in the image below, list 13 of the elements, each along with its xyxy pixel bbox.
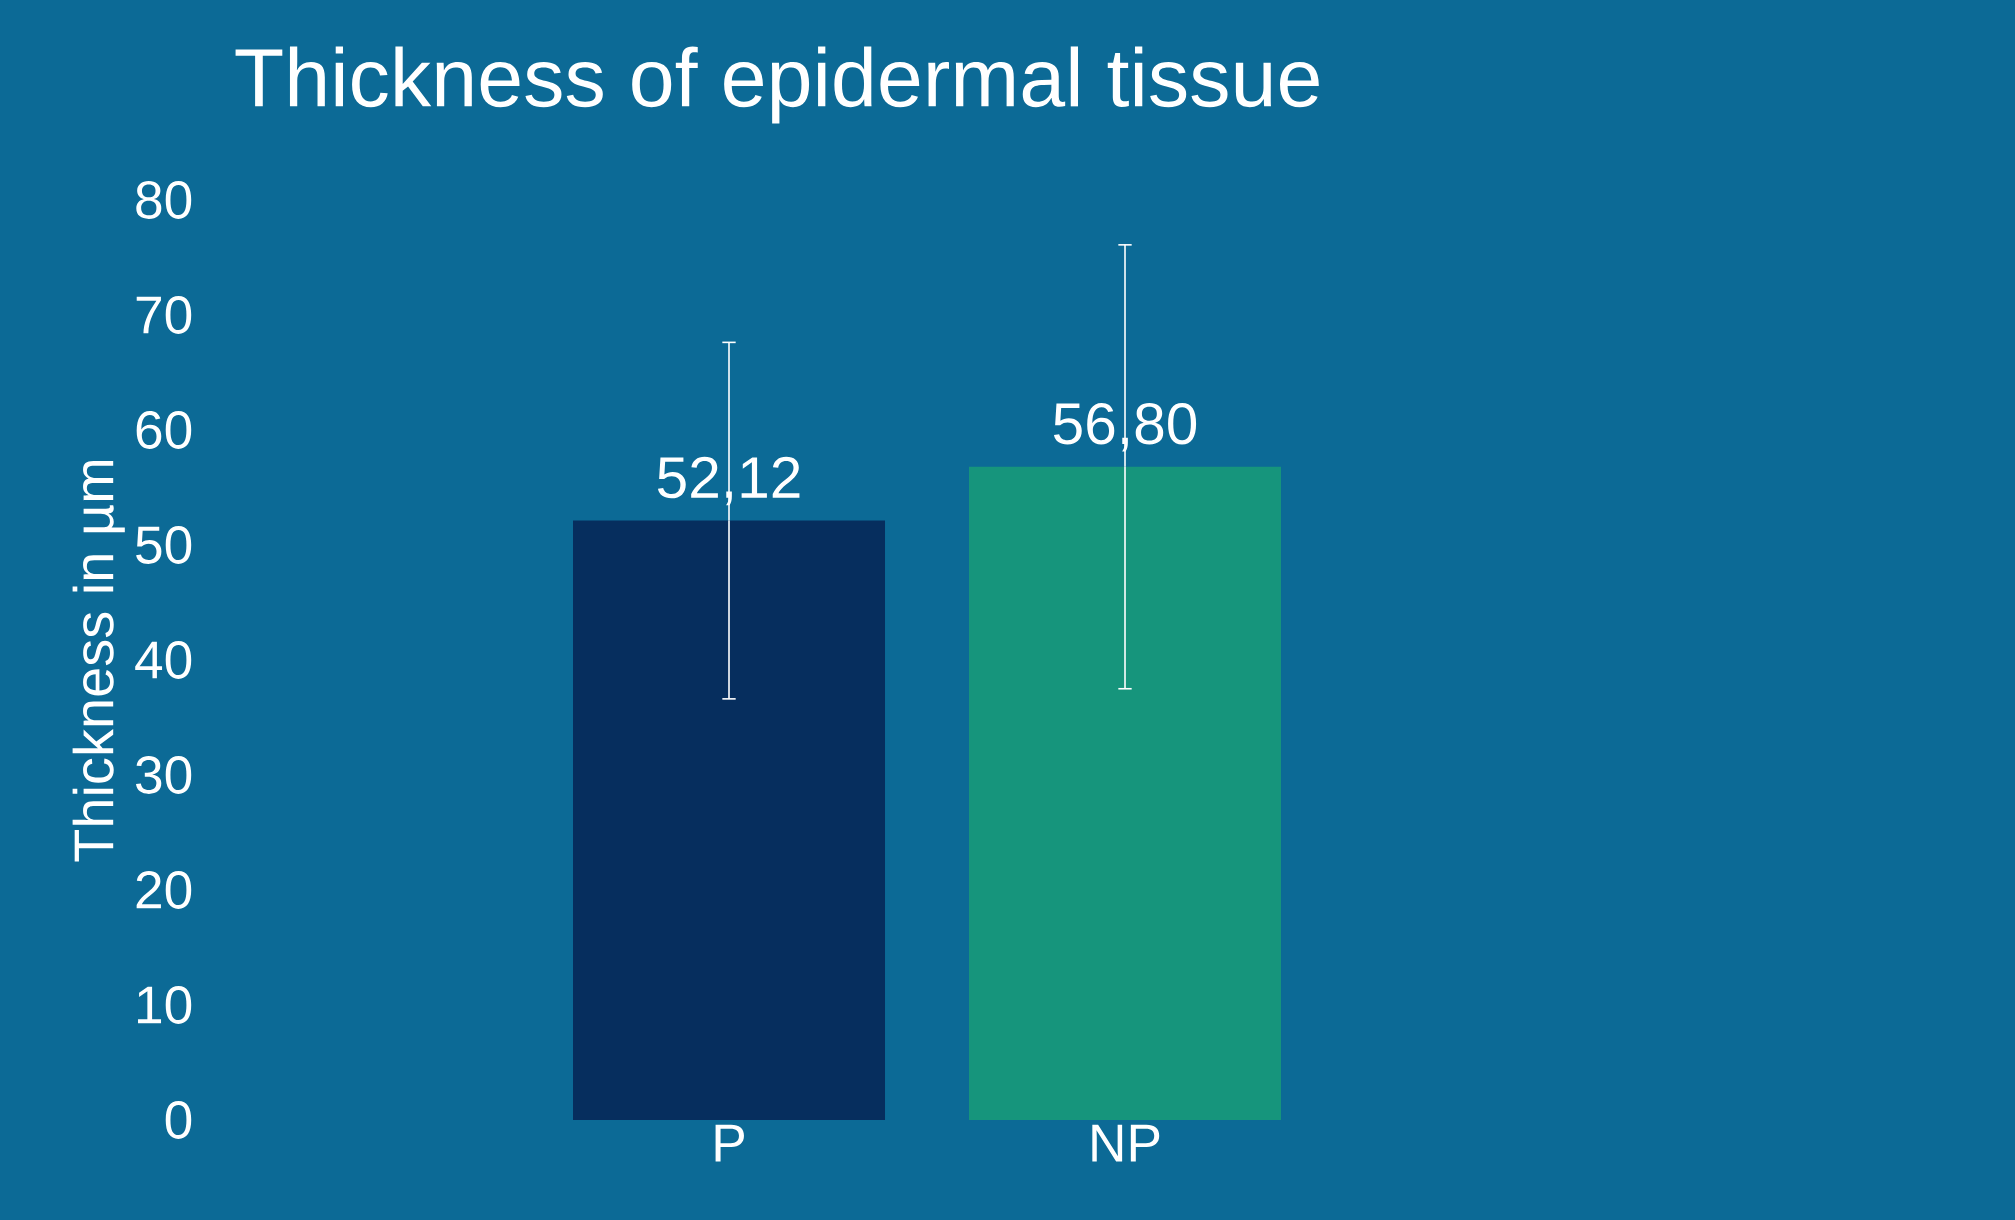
y-tick-label: 0 — [165, 1101, 192, 1139]
y-tick-label: 20 — [136, 871, 192, 909]
y-tick-label: 50 — [136, 526, 192, 564]
y-tick-label: 40 — [135, 641, 192, 679]
y-tick-label: 30 — [136, 756, 192, 794]
y-tick-label: 80 — [136, 181, 192, 219]
x-tick-label: NP — [1092, 1124, 1160, 1162]
y-tick-label: 60 — [136, 411, 192, 449]
chart-title: Thickness of epidermal tissue — [235, 46, 1319, 124]
x-tick-label: P — [715, 1124, 744, 1162]
y-tick-label: 70 — [136, 296, 192, 334]
y-axis-title: Thickness in µm — [72, 460, 125, 862]
y-tick-label: 10 — [138, 986, 192, 1024]
